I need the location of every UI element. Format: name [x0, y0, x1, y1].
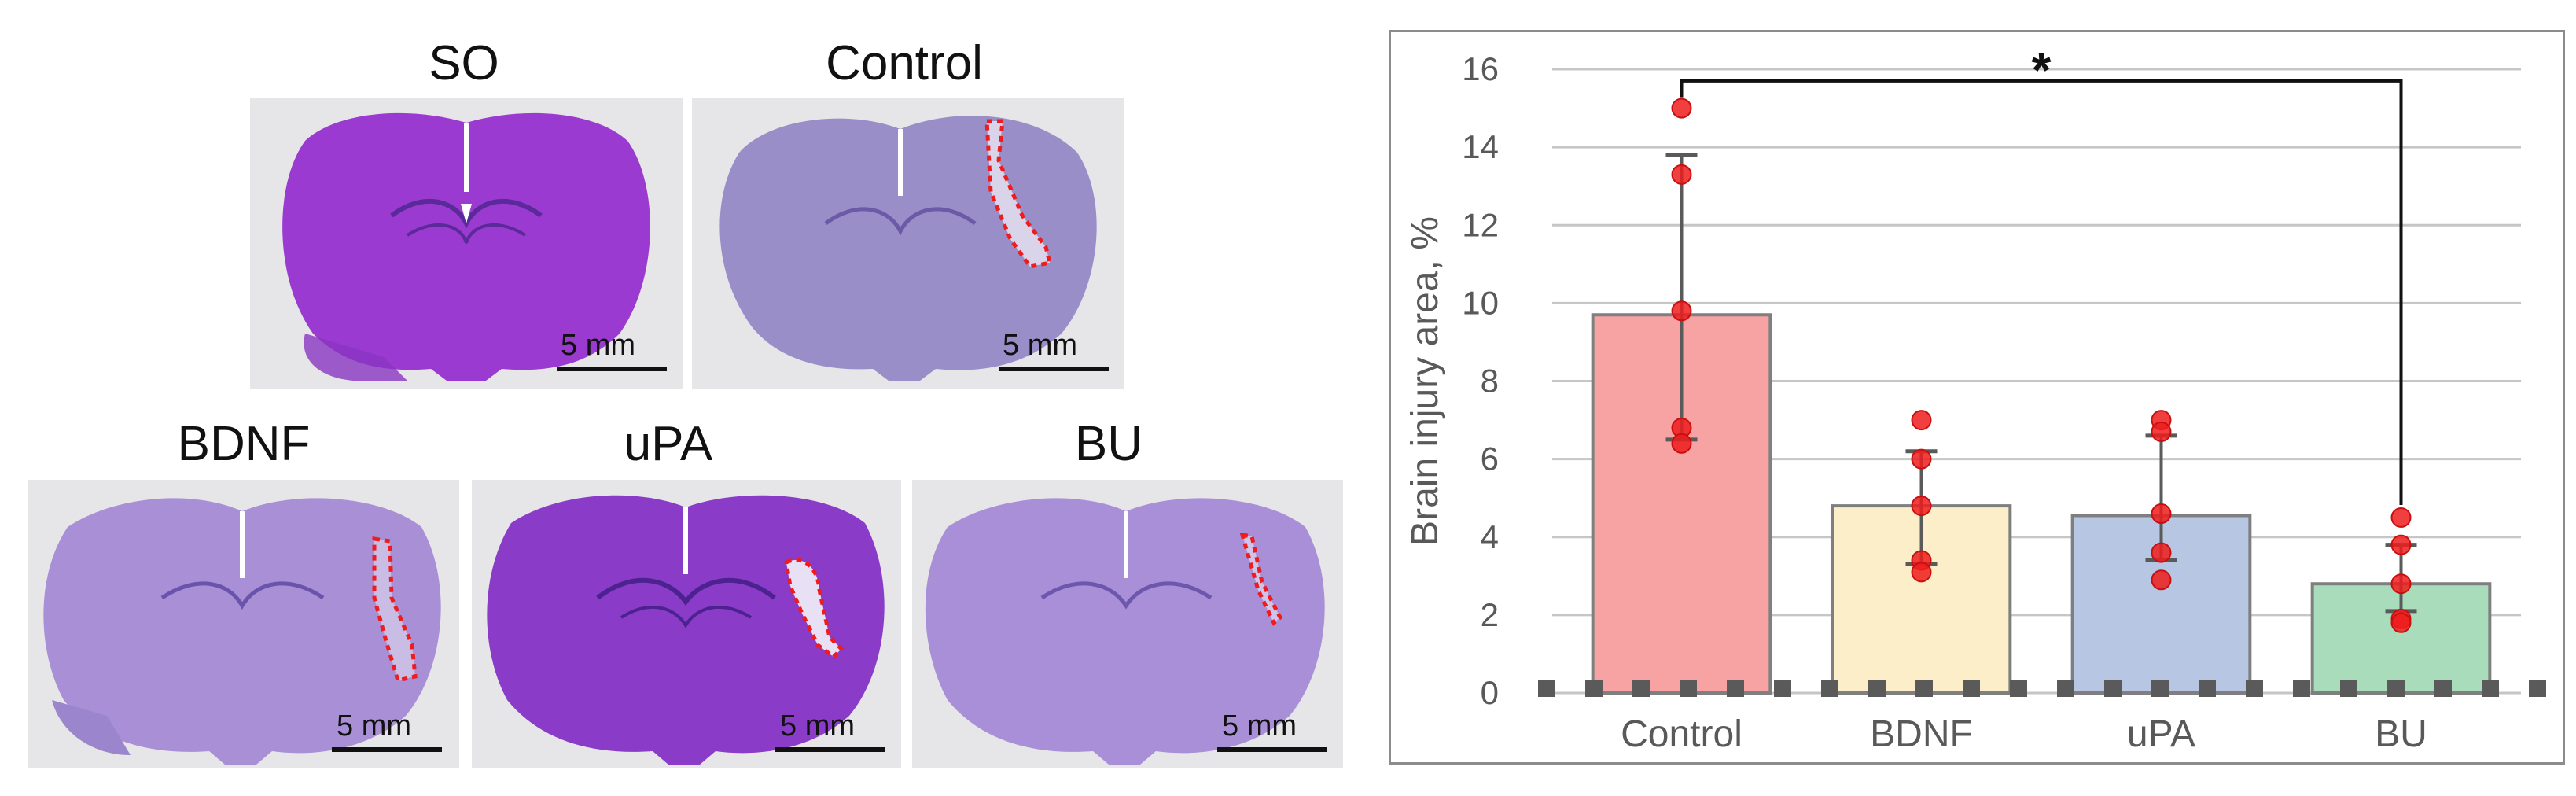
data-point: [2151, 542, 2172, 563]
brain-slice-upa: 5 mm: [472, 480, 901, 768]
panel-title-so: SO: [429, 36, 499, 90]
scale-bar: [999, 367, 1109, 371]
data-point: [2151, 421, 2172, 442]
brain-slice-control-image: [719, 116, 1097, 381]
brain-slice-bu-image: [925, 498, 1325, 765]
injury-outline: [984, 119, 1053, 269]
data-point: [1911, 410, 1932, 431]
slice-tissue: [43, 498, 441, 765]
data-point: [1671, 98, 1692, 119]
panel-title-bdnf: BDNF: [177, 417, 311, 471]
panel-title-control: Control: [826, 36, 983, 90]
bar-chart: 0 2 4 6 8 10 12 14 16 Brain injury area, % * Contro…: [1404, 42, 2552, 755]
significance-star: *: [2032, 42, 2052, 98]
significance-bracket: [1680, 79, 2403, 505]
brain-slice-bdnf-image: [43, 498, 441, 765]
data-point: [2390, 573, 2412, 595]
brain-slice-upa-image: [487, 495, 885, 765]
brain-slice-bu: 5 mm: [912, 480, 1343, 768]
scale-bar: [332, 747, 442, 752]
data-point: [1911, 496, 1932, 517]
y-tick-label: 2: [1481, 596, 1499, 633]
scale-label: 5 mm: [1222, 709, 1297, 743]
scale-label: 5 mm: [561, 329, 635, 362]
data-point: [1911, 448, 1932, 470]
y-tick-label: 14: [1462, 128, 1499, 165]
scale-label: 5 mm: [1003, 329, 1077, 362]
brain-slice-control: 5 mm: [692, 98, 1124, 389]
y-tick-label: 0: [1481, 674, 1499, 711]
data-point: [2390, 507, 2412, 528]
brain-slice-bdnf: 5 mm: [28, 480, 459, 768]
x-tick-label: BU: [2375, 713, 2427, 755]
data-point: [2390, 534, 2412, 555]
scale-bar: [775, 747, 885, 752]
panel-title-bu: BU: [1074, 417, 1143, 471]
y-tick-label: 8: [1481, 363, 1499, 400]
y-tick-label: 4: [1481, 518, 1499, 555]
slice-tissue: [925, 498, 1325, 765]
y-tick-label: 10: [1462, 284, 1499, 321]
data-point: [1671, 300, 1692, 322]
brain-slice-so: 5 mm: [250, 98, 683, 389]
panel-title-upa: uPA: [624, 417, 713, 471]
y-tick-label: 6: [1481, 440, 1499, 477]
brain-slice-so-image: [282, 112, 650, 381]
data-point: [2151, 569, 2172, 591]
y-tick-label: 16: [1462, 50, 1499, 87]
data-point: [2151, 503, 2172, 525]
injury-outline: [1239, 532, 1283, 627]
slice-tissue: [282, 112, 650, 381]
data-point: [2390, 612, 2412, 633]
data-point: [1911, 562, 1932, 583]
x-tick-label: BDNF: [1870, 713, 1973, 755]
scale-label: 5 mm: [337, 709, 411, 743]
scale-bar: [1217, 747, 1327, 752]
injury-outline: [372, 536, 418, 683]
scale-bar: [557, 367, 667, 371]
y-axis-label: Brain injury area, %: [1404, 216, 1446, 546]
y-tick-label: 12: [1462, 206, 1499, 243]
injury-outline: [784, 558, 845, 660]
data-point: [1671, 164, 1692, 185]
scale-label: 5 mm: [780, 709, 855, 743]
data-point: [1671, 433, 1692, 454]
x-tick-label: Control: [1621, 713, 1742, 755]
x-tick-label: uPA: [2127, 713, 2195, 755]
